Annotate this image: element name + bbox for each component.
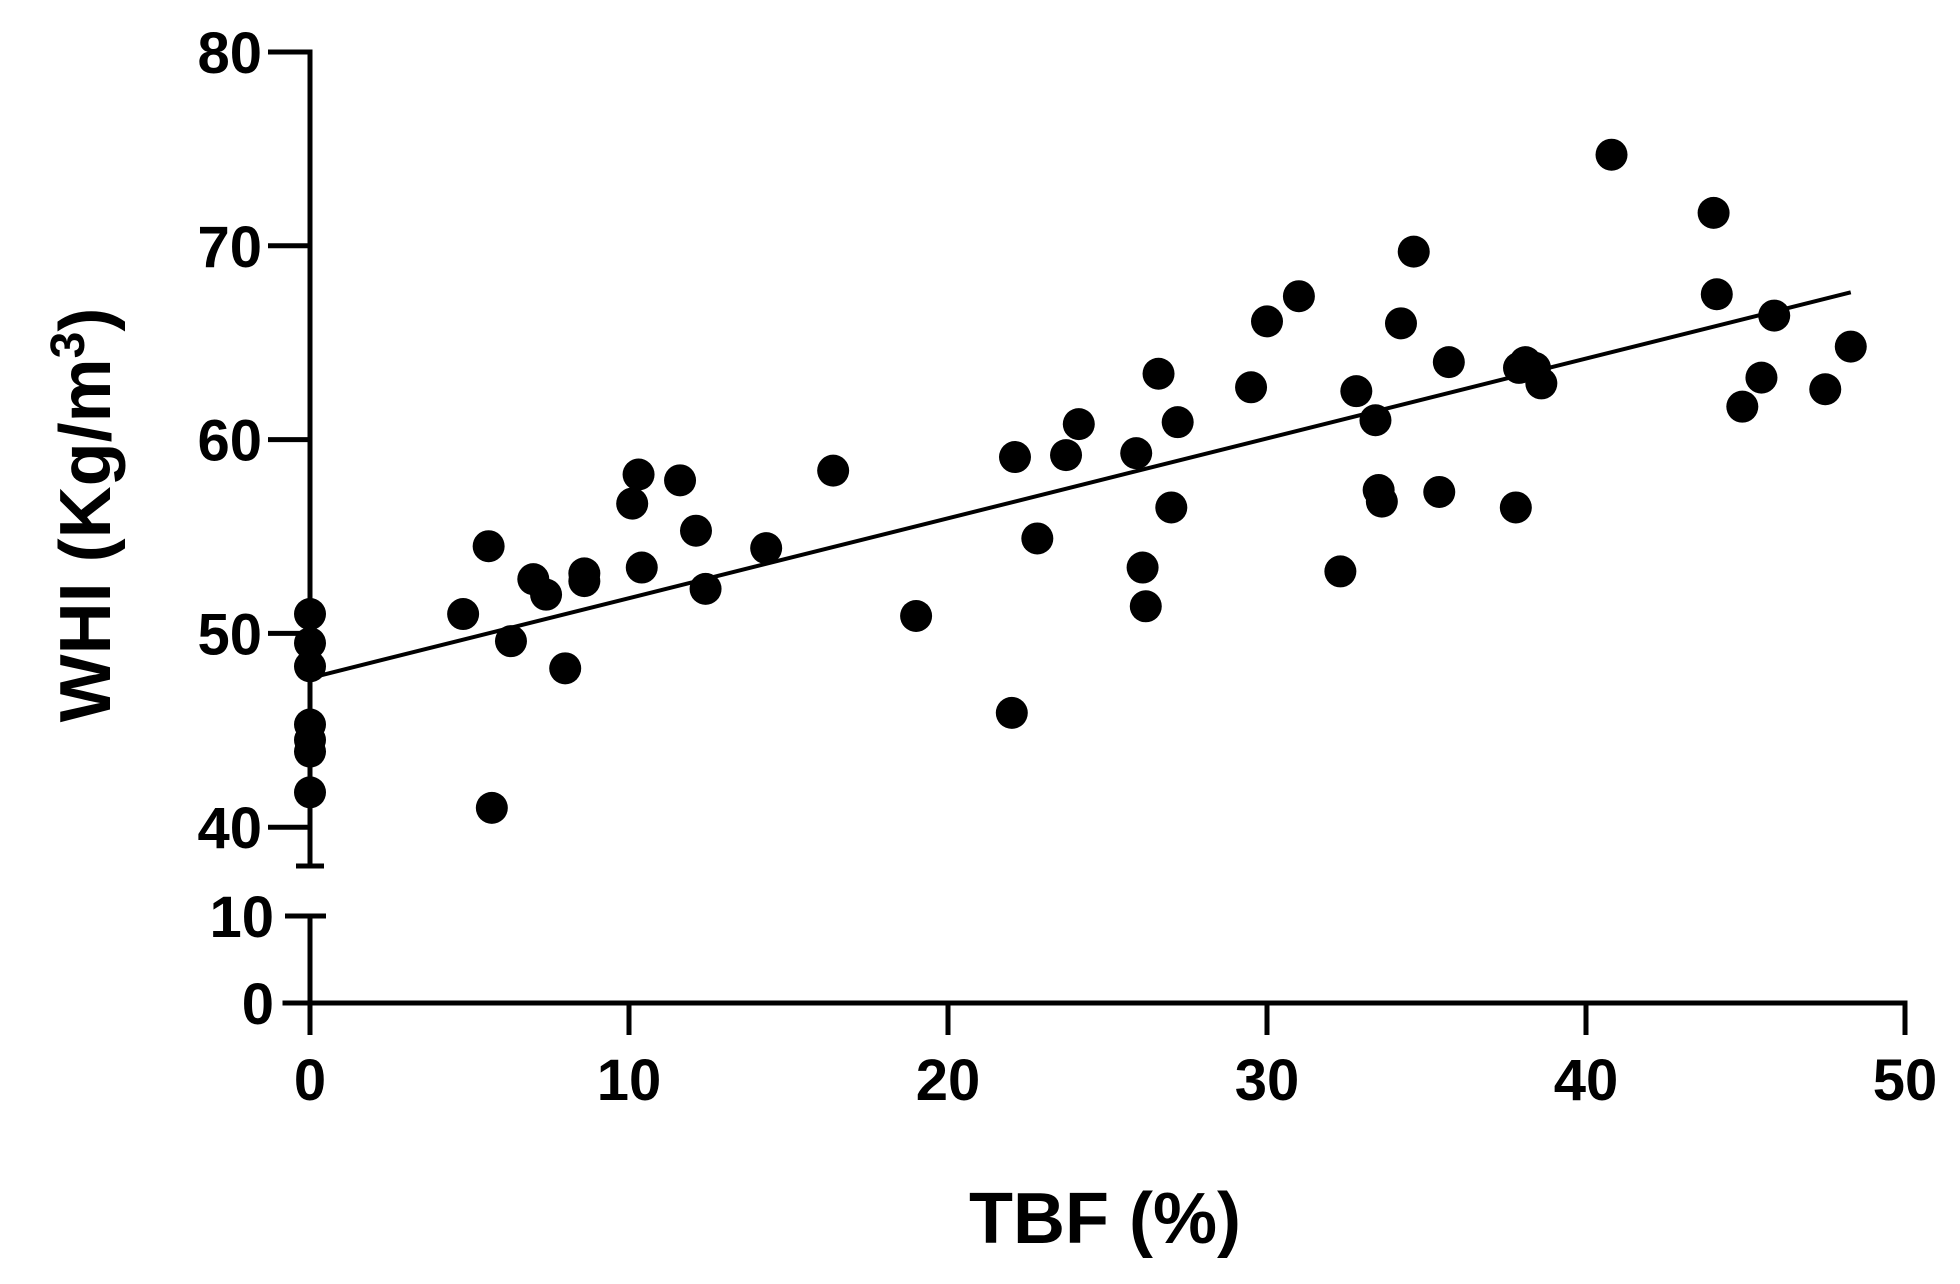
data-point [549, 652, 582, 685]
data-point [998, 441, 1031, 474]
data-point [1161, 406, 1194, 439]
data-point [1126, 551, 1159, 584]
trend-line-group [309, 290, 1852, 680]
x-axis-title: TBF (%) [969, 1179, 1241, 1259]
y-axis-title-superscript: 3 [42, 332, 95, 359]
data-point [1282, 280, 1315, 313]
data-point [1129, 590, 1162, 623]
data-point [494, 625, 527, 658]
data-point [1745, 361, 1778, 394]
data-point [616, 487, 649, 520]
data-point [900, 599, 933, 632]
y-tick-label: 80 [197, 21, 262, 86]
y-tick-label: 60 [197, 409, 262, 474]
data-point [1062, 408, 1095, 441]
data-point [294, 776, 326, 809]
y-tick-label: 70 [197, 215, 262, 280]
data-point [1834, 330, 1867, 363]
data-point [475, 791, 508, 824]
data-point [1142, 357, 1175, 390]
y-axis-title-suffix: ) [46, 308, 126, 332]
x-tick-label: 30 [1235, 1048, 1300, 1113]
data-point [1251, 305, 1283, 338]
data-point [1359, 404, 1392, 437]
data-point [1050, 439, 1083, 472]
x-tick-label: 50 [1873, 1048, 1938, 1113]
data-point [1021, 522, 1054, 555]
data-point [679, 514, 712, 547]
data-point [1365, 485, 1398, 518]
data-point [1235, 371, 1268, 404]
data-point [472, 530, 505, 563]
x-tick-label: 40 [1554, 1048, 1619, 1113]
y-axis-title-main: WHI (Kg/m [46, 358, 126, 722]
data-point [1595, 138, 1628, 171]
data-point [294, 598, 326, 631]
x-tick-label: 20 [916, 1048, 981, 1113]
data-point [568, 565, 601, 598]
data-point [995, 696, 1028, 729]
y-axis-title: WHI (Kg/m3) [42, 308, 126, 723]
data-point [1697, 196, 1730, 229]
data-point [1758, 299, 1791, 332]
data-point [1340, 375, 1373, 408]
data-point [1324, 555, 1357, 588]
data-point [689, 572, 722, 605]
data-points [294, 138, 1867, 824]
data-point [1120, 437, 1153, 470]
data-point [1155, 491, 1188, 524]
data-point [530, 578, 563, 611]
data-point [294, 735, 326, 768]
x-tick-label: 10 [597, 1048, 662, 1113]
data-point [1726, 390, 1759, 423]
data-point [1525, 367, 1558, 400]
y-tick-label: 10 [209, 885, 274, 950]
x-tick-label: 0 [294, 1048, 326, 1113]
trend-line [309, 290, 1852, 680]
data-point [622, 458, 655, 491]
data-point [1423, 475, 1456, 508]
data-point [1384, 307, 1417, 340]
data-point [817, 454, 850, 487]
data-point [1499, 491, 1532, 524]
data-point [625, 551, 658, 584]
y-tick-label: 0 [242, 972, 274, 1037]
y-tick-label: 50 [197, 602, 262, 667]
data-point [1809, 373, 1842, 406]
axes: 40 50 60 70 80 0 10 0 10 20 30 40 50 [197, 21, 1937, 1113]
y-tick-label: 40 [197, 796, 262, 861]
data-point [294, 650, 326, 683]
data-point [664, 464, 697, 497]
data-point [447, 598, 480, 631]
data-point [1432, 346, 1465, 379]
data-point [1397, 235, 1430, 268]
data-point [750, 532, 783, 565]
data-point [294, 627, 326, 660]
data-point [1700, 278, 1733, 311]
